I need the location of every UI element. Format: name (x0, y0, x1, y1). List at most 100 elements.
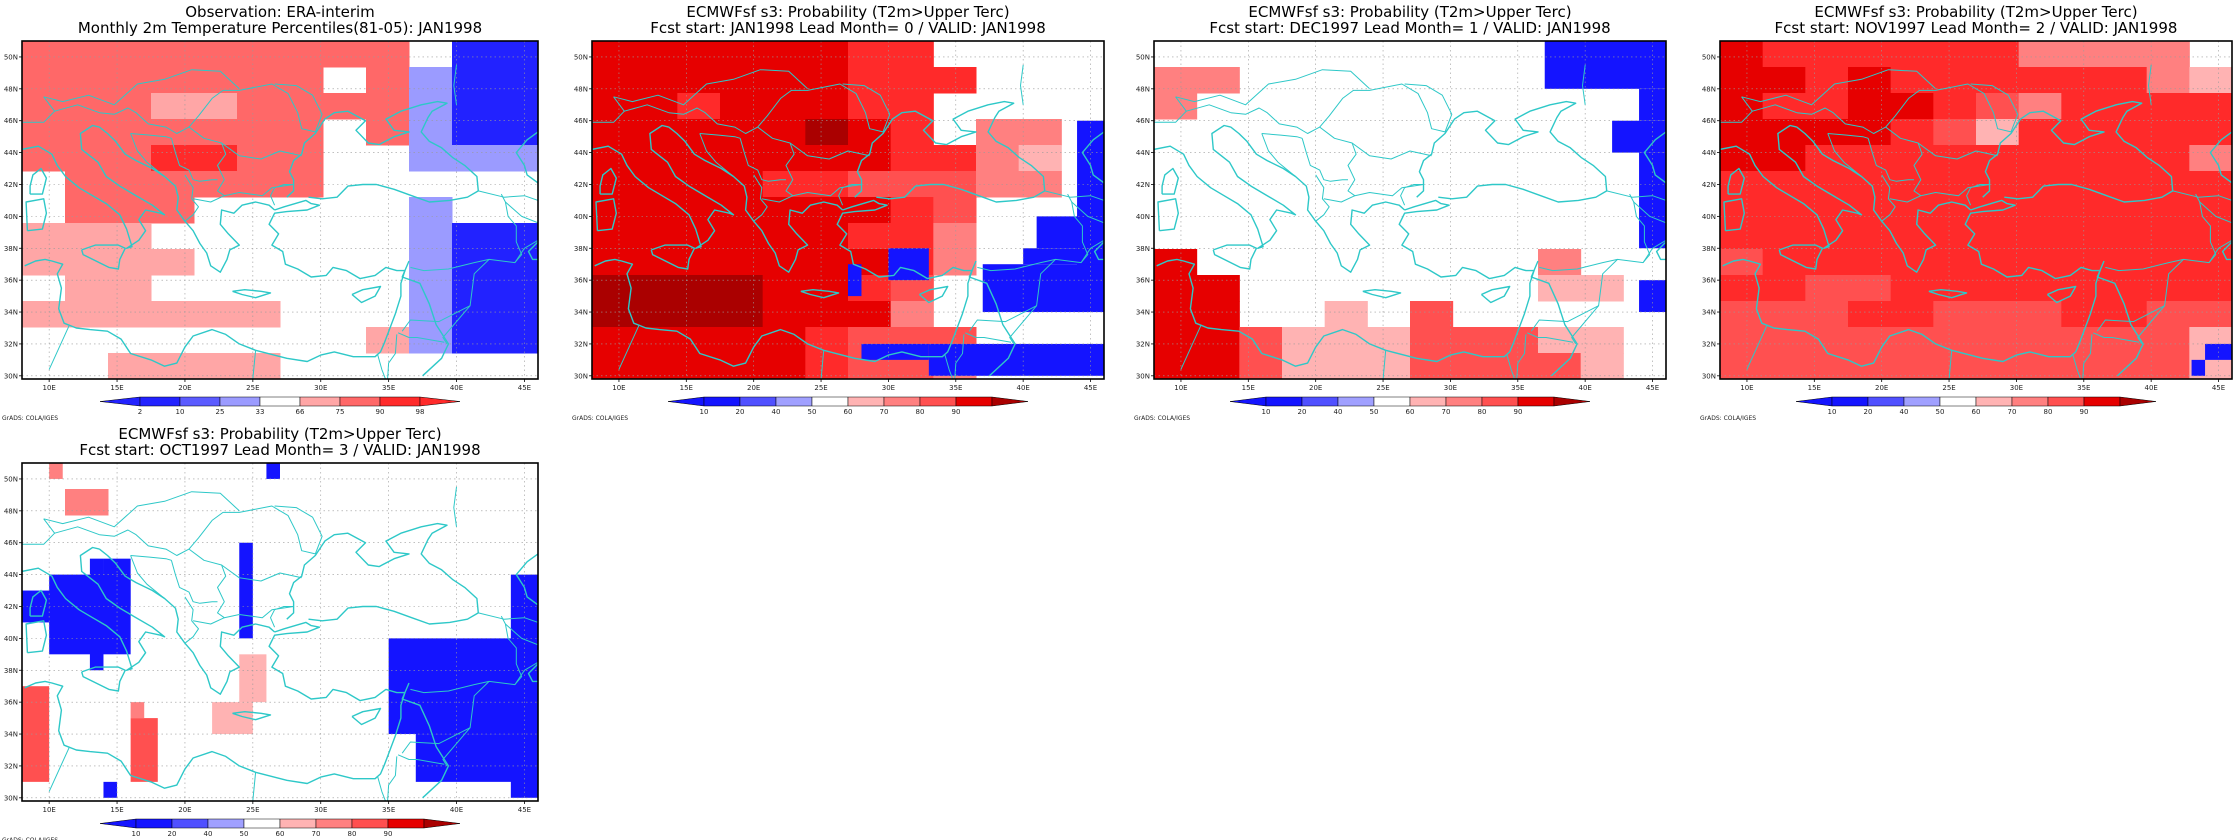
lon-tick-label: 30E (1444, 384, 1457, 392)
coastline (2046, 285, 2077, 304)
grid-cell (2018, 41, 2062, 68)
grid-cell (1933, 41, 1977, 68)
lon-tick-label: 15E (1808, 384, 1821, 392)
country-border (1382, 350, 1387, 379)
grid-cell (366, 327, 410, 354)
grid-cell (22, 301, 66, 328)
lat-tick-label: 46N (1136, 117, 1150, 125)
map-frame (1719, 40, 2233, 380)
grid-cell (495, 301, 538, 328)
country-border (1527, 332, 1574, 343)
grid-cell (495, 93, 538, 120)
country-border (401, 727, 471, 754)
grid-cell (495, 145, 538, 172)
grid-cell (1282, 327, 1326, 354)
grid-cell (452, 223, 496, 250)
lat-tick-label: 34N (1702, 309, 1716, 317)
grid-cell (151, 249, 195, 276)
country-border (699, 133, 734, 177)
grid-cell (1762, 119, 1806, 146)
country-border (1230, 83, 1446, 134)
grid-cell (2061, 327, 2105, 354)
colorbar-label: 10 (700, 408, 709, 416)
grid-cell (1196, 67, 1240, 94)
grid-cell (2191, 359, 2206, 376)
grid-cell (22, 223, 66, 250)
colorbar-segment (1553, 396, 1591, 407)
grid-cell (65, 41, 109, 68)
grid-cell (1762, 67, 1806, 94)
country-border (977, 193, 1089, 272)
colorbar: 10 20 40 50 60 70 80 90 (1229, 396, 1591, 416)
coastline (22, 546, 166, 671)
lon-tick-label: 10E (1174, 384, 1187, 392)
country-border (1948, 350, 1953, 379)
grid-cell (2146, 67, 2190, 94)
grid-cell (1805, 327, 1849, 354)
country-border (2096, 305, 2165, 332)
colorbar-segment (2047, 396, 2085, 407)
grid-cell (933, 197, 977, 224)
colorbar-segment (1445, 396, 1483, 407)
grid-cell (1538, 353, 1582, 379)
grid-cell (1154, 353, 1198, 379)
grid-cell (495, 327, 538, 354)
grid-cell (1154, 327, 1198, 354)
grid-cell (409, 275, 453, 302)
lon-tick-label: 10E (612, 384, 625, 392)
country-border (1796, 83, 2012, 134)
grid-cell (1805, 93, 1849, 120)
colorbar-segment (139, 396, 181, 407)
grid-cell (1848, 353, 1892, 379)
lon-tick-label: 40E (450, 384, 463, 392)
grid-cell (720, 145, 764, 172)
colorbar-label: 66 (296, 408, 305, 416)
coastline (595, 198, 617, 232)
grid-cell (933, 67, 977, 94)
country-border (2199, 201, 2232, 224)
colorbar-segment (279, 818, 317, 829)
colorbar-segment (919, 396, 957, 407)
colorbar-label: 60 (1406, 408, 1415, 416)
country-border (397, 754, 445, 765)
country-border (514, 661, 538, 685)
grid-cell (1848, 145, 1892, 172)
country-border (613, 96, 669, 114)
grid-cell (1976, 275, 2020, 302)
grid-cell (805, 301, 849, 328)
grid-cell (1805, 249, 1849, 276)
grads-credit: GrADS: COLA/IGES (2, 415, 58, 422)
coastline (1720, 124, 1863, 250)
grid-cell (1762, 301, 1806, 328)
grid-cell (1367, 327, 1411, 354)
colorbar-segment (99, 818, 137, 829)
grid-cell (677, 249, 721, 276)
colorbar-segment (207, 818, 245, 829)
country-border (270, 609, 276, 628)
lat-tick-label: 30N (1702, 372, 1716, 380)
lat-tick-label: 40N (4, 635, 18, 643)
colorbar-label: 40 (204, 830, 213, 838)
grid-cell (1933, 275, 1977, 302)
country-border (1530, 305, 1599, 332)
panel-title-line: ECMWFsf s3: Probability (T2m>Upper Terc) (118, 425, 441, 443)
lat-tick-label: 44N (574, 149, 588, 157)
colorbar-label: 90 (2080, 408, 2089, 416)
colorbar-label: 70 (880, 408, 889, 416)
colorbar-segment (243, 818, 281, 829)
lat-tick-label: 50N (1136, 53, 1150, 61)
colorbar-segment (1517, 396, 1555, 407)
grid-cell (720, 223, 764, 250)
country-border (188, 548, 302, 582)
lon-tick-label: 20E (747, 384, 760, 392)
colorbar-segment (1409, 396, 1447, 407)
colorbar-label: 20 (168, 830, 177, 838)
grid-cell (2146, 327, 2190, 354)
country-border (43, 96, 100, 114)
grid-cell (2018, 145, 2062, 172)
coastlines (22, 64, 538, 379)
country-border (22, 110, 55, 123)
grid-cell (366, 93, 410, 120)
grid-cell (194, 41, 238, 68)
grid-cell (890, 197, 934, 224)
